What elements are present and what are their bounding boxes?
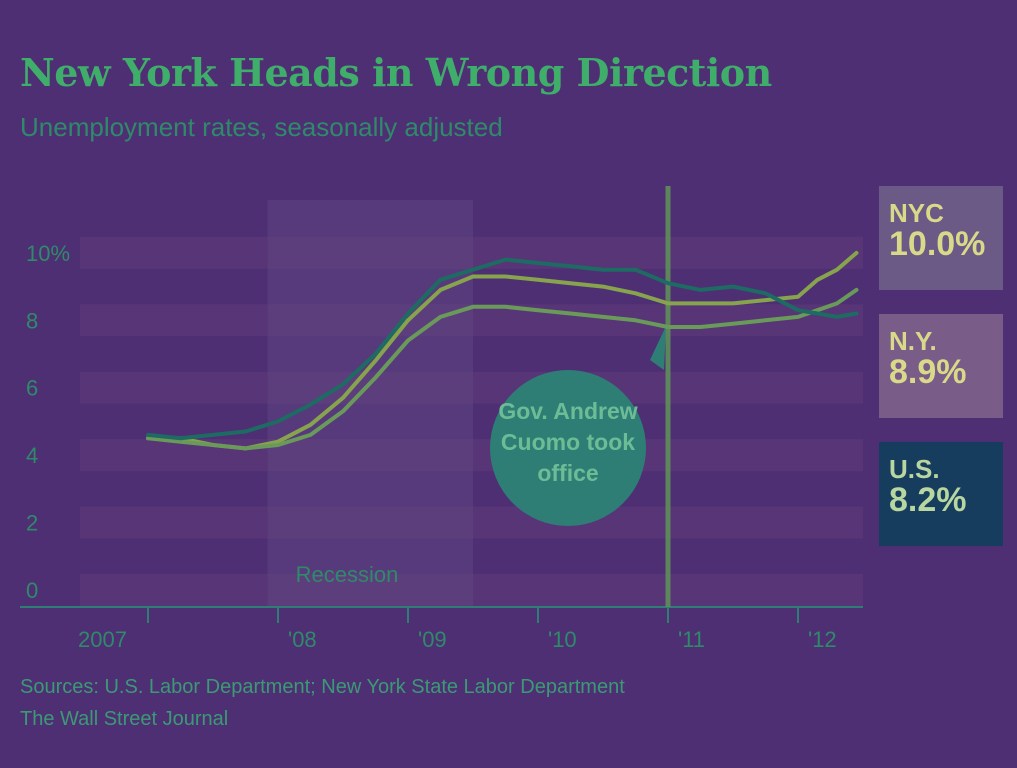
recession-band xyxy=(267,200,473,607)
grid-band-1 xyxy=(80,304,863,337)
series-line-us xyxy=(146,257,859,441)
x-tick-label-2: '09 xyxy=(418,627,447,652)
x-tick-label-0: 2007 xyxy=(78,627,127,652)
grid-band-2 xyxy=(80,371,863,404)
cuomo-callout xyxy=(490,186,671,607)
legend-ny: N.Y. 8.9% xyxy=(879,314,1003,418)
grid-bands xyxy=(80,236,863,606)
callout-label: Gov. Andrew Cuomo took office xyxy=(498,398,638,487)
series-line-nyc xyxy=(146,250,859,451)
y-tick-label-5: 0 xyxy=(26,578,38,603)
y-tick-label-1: 8 xyxy=(26,308,38,333)
publisher-note: The Wall Street Journal xyxy=(20,708,229,730)
series-lines xyxy=(146,250,859,451)
callout-bubble xyxy=(490,370,646,526)
series-line-ny xyxy=(146,287,859,451)
callout-pointer xyxy=(650,326,666,370)
grid-band-4 xyxy=(80,506,863,539)
y-tick-label-2: 6 xyxy=(26,376,38,401)
x-axis: 2007 '08 '09 '10 '11 '12 xyxy=(20,606,863,652)
legend-nyc-name: NYC xyxy=(889,198,944,228)
legend-nyc-value: 10.0% xyxy=(889,225,986,264)
legend-ny-value: 8.9% xyxy=(889,353,967,392)
grid-band-0 xyxy=(80,236,863,269)
y-tick-label-3: 4 xyxy=(26,443,38,468)
legend-us-name: U.S. xyxy=(889,454,940,484)
x-tick-label-1: '08 xyxy=(288,627,317,652)
recession-shading: Recession xyxy=(267,200,473,607)
x-tick-label-5: '12 xyxy=(808,627,837,652)
legend-us: U.S. 8.2% xyxy=(879,442,1003,546)
recession-label: Recession xyxy=(296,562,399,587)
y-tick-label-0: 10% xyxy=(26,241,70,266)
source-note: Sources: U.S. Labor Department; New York… xyxy=(20,676,625,698)
y-tick-label-4: 2 xyxy=(26,511,38,536)
x-tick-label-4: '11 xyxy=(678,627,705,652)
legend-us-value: 8.2% xyxy=(889,481,967,520)
legend-ny-name: N.Y. xyxy=(889,326,937,356)
y-axis-tick-labels: 10% 8 6 4 2 0 xyxy=(26,241,70,603)
chart-subtitle: Unemployment rates, seasonally adjusted xyxy=(20,112,503,142)
grid-band-5 xyxy=(80,574,863,606)
legend-nyc: NYC 10.0% xyxy=(879,186,1003,290)
x-tick-label-3: '10 xyxy=(548,627,577,652)
chart-title: New York Heads in Wrong Direction xyxy=(20,50,772,95)
